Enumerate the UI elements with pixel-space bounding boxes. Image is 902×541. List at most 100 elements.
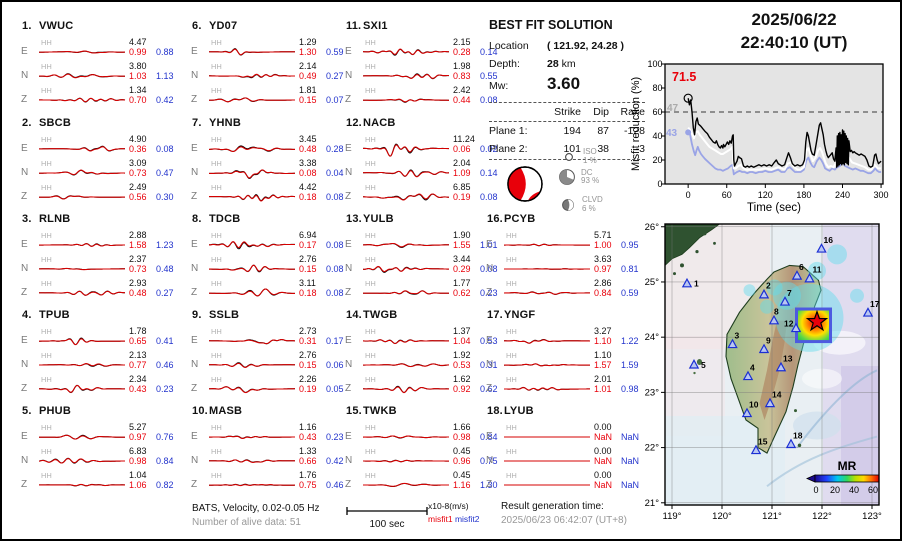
- misfit2-value: 0.81: [621, 264, 639, 274]
- waveform-trace: [363, 143, 450, 157]
- misfit1-value: 1.00: [594, 240, 612, 250]
- event-date: 2025/06/22: [751, 10, 837, 29]
- station-block-SSLB: 9. SSLB E HH 2.73 0.31 0.17 N HH 2.76 0.15 0.06 Z HH 2…: [186, 309, 354, 403]
- misfit2-legend: misfit2: [454, 514, 480, 524]
- misfit1-value: 0.19: [453, 192, 471, 202]
- component-label: N: [345, 167, 353, 178]
- channel-label: HH: [365, 423, 376, 432]
- misfit1-value: 0.70: [129, 95, 147, 105]
- map-station-8: [768, 314, 780, 325]
- channel-label: HH: [365, 279, 376, 288]
- waveform-trace: [39, 457, 125, 464]
- component-row-Z: Z HH 1.62 0.92 0.62: [340, 374, 508, 401]
- amplitude-value: 6.83: [129, 446, 147, 456]
- component-label: N: [191, 167, 199, 178]
- svg-text:18: 18: [793, 430, 803, 440]
- svg-text:180: 180: [796, 190, 811, 200]
- station-code: VWUC: [39, 20, 74, 32]
- channel-label: HH: [41, 231, 52, 240]
- misfit2-value: 0.08: [326, 264, 344, 274]
- component-row-E: E HH 2.88 1.58 1.23: [16, 230, 184, 257]
- plane1-row: Plane 1: 194 87 -128: [489, 125, 645, 137]
- footer-info: BATS, Velocity, 0.02-0.05 Hz Number of a…: [192, 502, 319, 530]
- misfit2-value: 1.22: [621, 336, 639, 346]
- waveform-trace: [363, 73, 449, 80]
- svg-text:14: 14: [772, 389, 782, 399]
- station-number: 1.: [22, 20, 32, 32]
- misfit2-value: 0.07: [326, 95, 344, 105]
- channel-label: HH: [506, 327, 517, 336]
- channel-label: HH: [365, 62, 376, 71]
- station-header: 2. SBCB: [22, 117, 71, 129]
- waveform-trace: [504, 363, 590, 367]
- component-label: N: [191, 263, 199, 274]
- amplitude-value: 3.11: [299, 278, 316, 288]
- component-label: Z: [191, 94, 198, 105]
- location-label: Location: [489, 40, 529, 52]
- station-block-TWGB: 14.TWGB E HH 1.37 1.04 0.53 N HH 1.92 0.53 0.31 Z HH…: [340, 309, 508, 403]
- station-number: 3.: [22, 213, 32, 225]
- waveform-trace: [209, 459, 295, 463]
- misfit1-value: 0.08: [299, 168, 317, 178]
- amplitude-value: 1.33: [299, 446, 317, 456]
- svg-text:5: 5: [701, 360, 706, 370]
- misfit2-value: 0.59: [621, 288, 639, 298]
- svg-text:2: 2: [766, 281, 771, 291]
- waveform-trace: [363, 339, 449, 345]
- waveform-trace: [504, 460, 590, 462]
- component-label: Z: [345, 287, 352, 298]
- amplitude-value: 4.42: [299, 182, 317, 192]
- plane1-rake: -128: [623, 125, 645, 137]
- channel-label: HH: [506, 279, 517, 288]
- depth-row: Depth: 28 km: [489, 58, 576, 70]
- component-row-N: N HH 1.98 0.83 0.55: [340, 61, 508, 88]
- station-block-YHNB: 7. YHNB E HH 3.45 0.48 0.28 N HH 3.38 0.08 0.04 Z HH 4…: [186, 117, 354, 211]
- station-number: 6.: [192, 20, 202, 32]
- map-station-13: [775, 361, 787, 372]
- component-row-N: N HH 3.63 0.97 0.81: [481, 254, 649, 281]
- component-row-E: E HH 11.24 0.06 0.02: [340, 134, 508, 161]
- map-station-18: [785, 438, 797, 449]
- channel-label: HH: [41, 183, 52, 192]
- amplitude-value: 2.49: [129, 182, 147, 192]
- misfit2-value: 0.42: [156, 95, 174, 105]
- station-number: 8.: [192, 213, 202, 225]
- waveform-trace: [209, 362, 296, 368]
- station-code: NACB: [363, 117, 396, 129]
- amplitude-value: 2.42: [453, 85, 471, 95]
- misfit2-value: NaN: [621, 480, 640, 490]
- component-row-E: E HH 6.94 0.17 0.08: [186, 230, 354, 257]
- station-number: 13.: [346, 213, 362, 225]
- svg-text:120°: 120°: [712, 511, 732, 522]
- component-row-E: E HH 1.66 0.98 0.84: [340, 422, 508, 449]
- component-row-N: N HH 3.09 0.73 0.47: [16, 158, 184, 185]
- channel-label: HH: [506, 351, 517, 360]
- amplitude-value: 1.81: [299, 85, 317, 95]
- misfit1-value: 0.65: [129, 336, 147, 346]
- channel-label: HH: [41, 255, 52, 264]
- misfit1-value: 1.04: [453, 336, 471, 346]
- component-row-N: N HH 2.04 1.09 0.14: [340, 158, 508, 185]
- channel-label: HH: [365, 255, 376, 264]
- station-code: TWGB: [363, 309, 398, 321]
- svg-text:22°: 22°: [645, 443, 659, 454]
- amplitude-value: 2.76: [299, 254, 317, 264]
- misfit2-value: NaN: [621, 432, 640, 442]
- channel-label: HH: [211, 159, 222, 168]
- units-legend: x10-8(m/s) misfit1 misfit2: [428, 500, 480, 526]
- component-row-N: N HH 0.45 0.96 0.75: [340, 446, 508, 473]
- clvd-icon: [558, 198, 578, 212]
- amplitude-value: 3.38: [299, 158, 317, 168]
- filter-info: BATS, Velocity, 0.02-0.05 Hz: [192, 503, 320, 514]
- misfit2-value: 1.23: [156, 240, 174, 250]
- solution-title: BEST FIT SOLUTION: [489, 18, 613, 32]
- waveform-trace: [39, 169, 126, 176]
- misfit2-value: 0.08: [326, 192, 344, 202]
- station-number: 18.: [487, 405, 503, 417]
- component-label: Z: [191, 479, 198, 490]
- col-strike: Strike: [554, 106, 581, 118]
- amplitude-value: 4.47: [129, 37, 147, 47]
- misfit-reduction-chart: 0 20 40 60 80 100 0 60 120 180 240 300 71.5 47 43 Time …: [648, 59, 889, 214]
